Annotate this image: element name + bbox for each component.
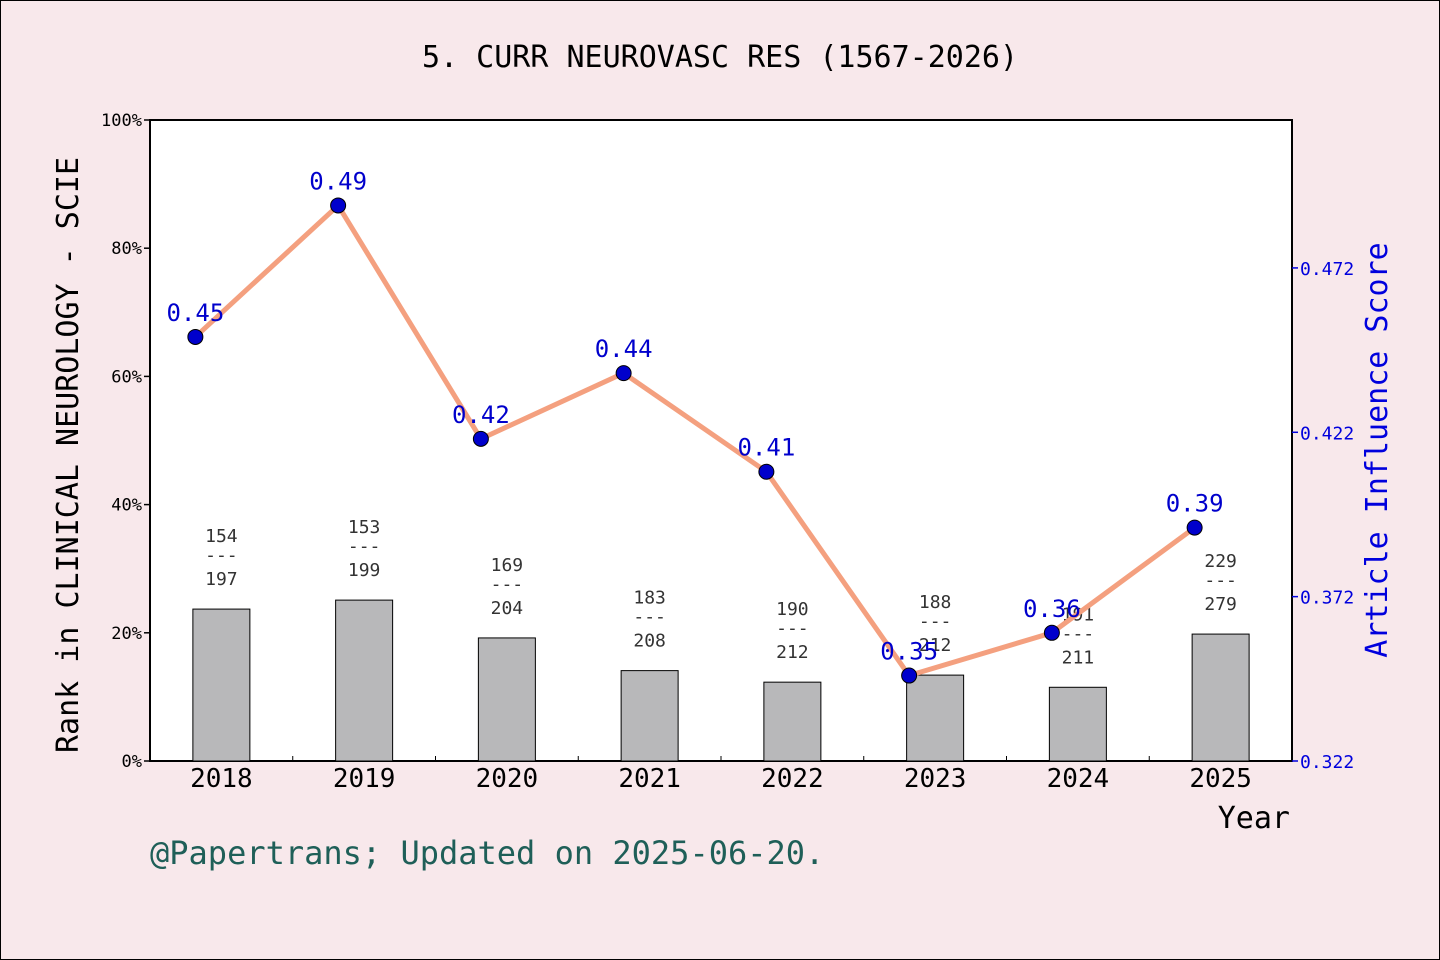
ais-value-label: 0.36: [1023, 595, 1081, 623]
left-tick-label: 40%: [111, 496, 142, 516]
ais-value-label: 0.41: [737, 434, 795, 462]
ais-value-label: 0.42: [452, 401, 510, 429]
x-tick-label: 2019: [333, 764, 396, 794]
bar-rank-label: 188: [919, 592, 952, 613]
left-tick-label: 20%: [111, 624, 142, 644]
x-tick-label: 2023: [904, 764, 967, 794]
x-tick-label: 2020: [476, 764, 539, 794]
ais-value-label: 0.49: [309, 167, 367, 195]
ais-value-label: 0.44: [595, 335, 653, 363]
y-axis-right-label: Article Influence Score: [1360, 242, 1395, 657]
bar-total-label: 212: [919, 635, 952, 656]
bar-total-label: 197: [205, 569, 238, 590]
ais-point-2022: [758, 463, 775, 480]
ais-point-2020: [472, 430, 489, 447]
bar-separator: ---: [491, 574, 524, 595]
y-axis-left-label: Rank in CLINICAL NEUROLOGY - SCIE: [51, 157, 86, 753]
x-tick-label: 2024: [1047, 764, 1110, 794]
left-tick-label: 80%: [111, 239, 142, 259]
bar-2024: [1048, 686, 1107, 762]
ais-point-2023: [901, 667, 918, 684]
bar-total-label: 211: [1062, 647, 1095, 668]
left-tick-label: 60%: [111, 367, 142, 387]
x-tick-label: 2022: [761, 764, 824, 794]
bar-rank-label: 229: [1204, 551, 1237, 572]
x-tick-label: 2021: [618, 764, 681, 794]
x-axis-label: Year: [1218, 801, 1290, 836]
bar-total-label: 279: [1204, 594, 1237, 615]
x-tick-label: 2025: [1189, 764, 1252, 794]
ais-point-2021: [615, 365, 632, 382]
bar-total-label: 204: [491, 598, 524, 619]
right-tick-label: 0.422: [1300, 423, 1354, 444]
bar-rank-label: 190: [776, 599, 809, 620]
bar-2020: [477, 637, 536, 762]
ais-value-label: 0.45: [166, 299, 224, 327]
x-tick-label: 2018: [190, 764, 253, 794]
bar-separator: ---: [348, 536, 381, 557]
bar-2025: [1191, 633, 1250, 762]
bar-2019: [335, 599, 394, 762]
bar-separator: ---: [205, 545, 238, 566]
ais-line: [193, 202, 1197, 679]
right-tick-label: 0.322: [1300, 752, 1354, 773]
bars-layer: [192, 599, 1250, 762]
ais-point-2018: [187, 328, 204, 345]
right-axis: 0.322 0.372 0.422 0.472: [1292, 259, 1354, 773]
bar-rank-label: 183: [633, 588, 666, 609]
bar-separator: ---: [776, 618, 809, 639]
ais-value-label: 0.39: [1166, 490, 1224, 518]
bar-total-label: 208: [633, 631, 666, 652]
bar-separator: ---: [919, 611, 952, 632]
bar-separator: ---: [1062, 623, 1095, 644]
ais-point-2025: [1186, 519, 1203, 536]
bar-2018: [192, 608, 251, 762]
left-tick-label: 0%: [122, 752, 142, 772]
footer-credit: @Papertrans; Updated on 2025-06-20.: [150, 834, 825, 872]
bar-total-label: 199: [348, 560, 381, 581]
ais-point-2019: [330, 197, 347, 214]
bar-2022: [763, 681, 822, 762]
right-tick-label: 0.472: [1300, 259, 1354, 280]
ais-value-label: 0.35: [880, 638, 938, 666]
bar-rank-label: 154: [205, 526, 238, 547]
x-axis: 2018 2019 2020 2021 2022 2023 2024 2025: [190, 756, 1252, 794]
left-tick-label: 100%: [101, 111, 142, 131]
bar-total-label: 212: [776, 642, 809, 663]
bar-2023: [906, 674, 965, 762]
bar-separator: ---: [1204, 570, 1237, 591]
bar-2021: [620, 670, 679, 762]
ais-point-2024: [1043, 624, 1060, 641]
chart-title: 5. CURR NEUROVASC RES (1567-2026): [422, 40, 1018, 75]
bar-rank-label: 153: [348, 517, 381, 538]
bar-rank-label: 169: [491, 555, 524, 576]
line-layer: 0.45 0.49 0.42 0.44 0.41 0.35 0.36 0.39: [166, 167, 1224, 684]
right-tick-label: 0.372: [1300, 588, 1354, 609]
bar-separator: ---: [633, 607, 666, 628]
left-axis: 0% 20% 40% 60% 80% 100%: [101, 111, 150, 772]
